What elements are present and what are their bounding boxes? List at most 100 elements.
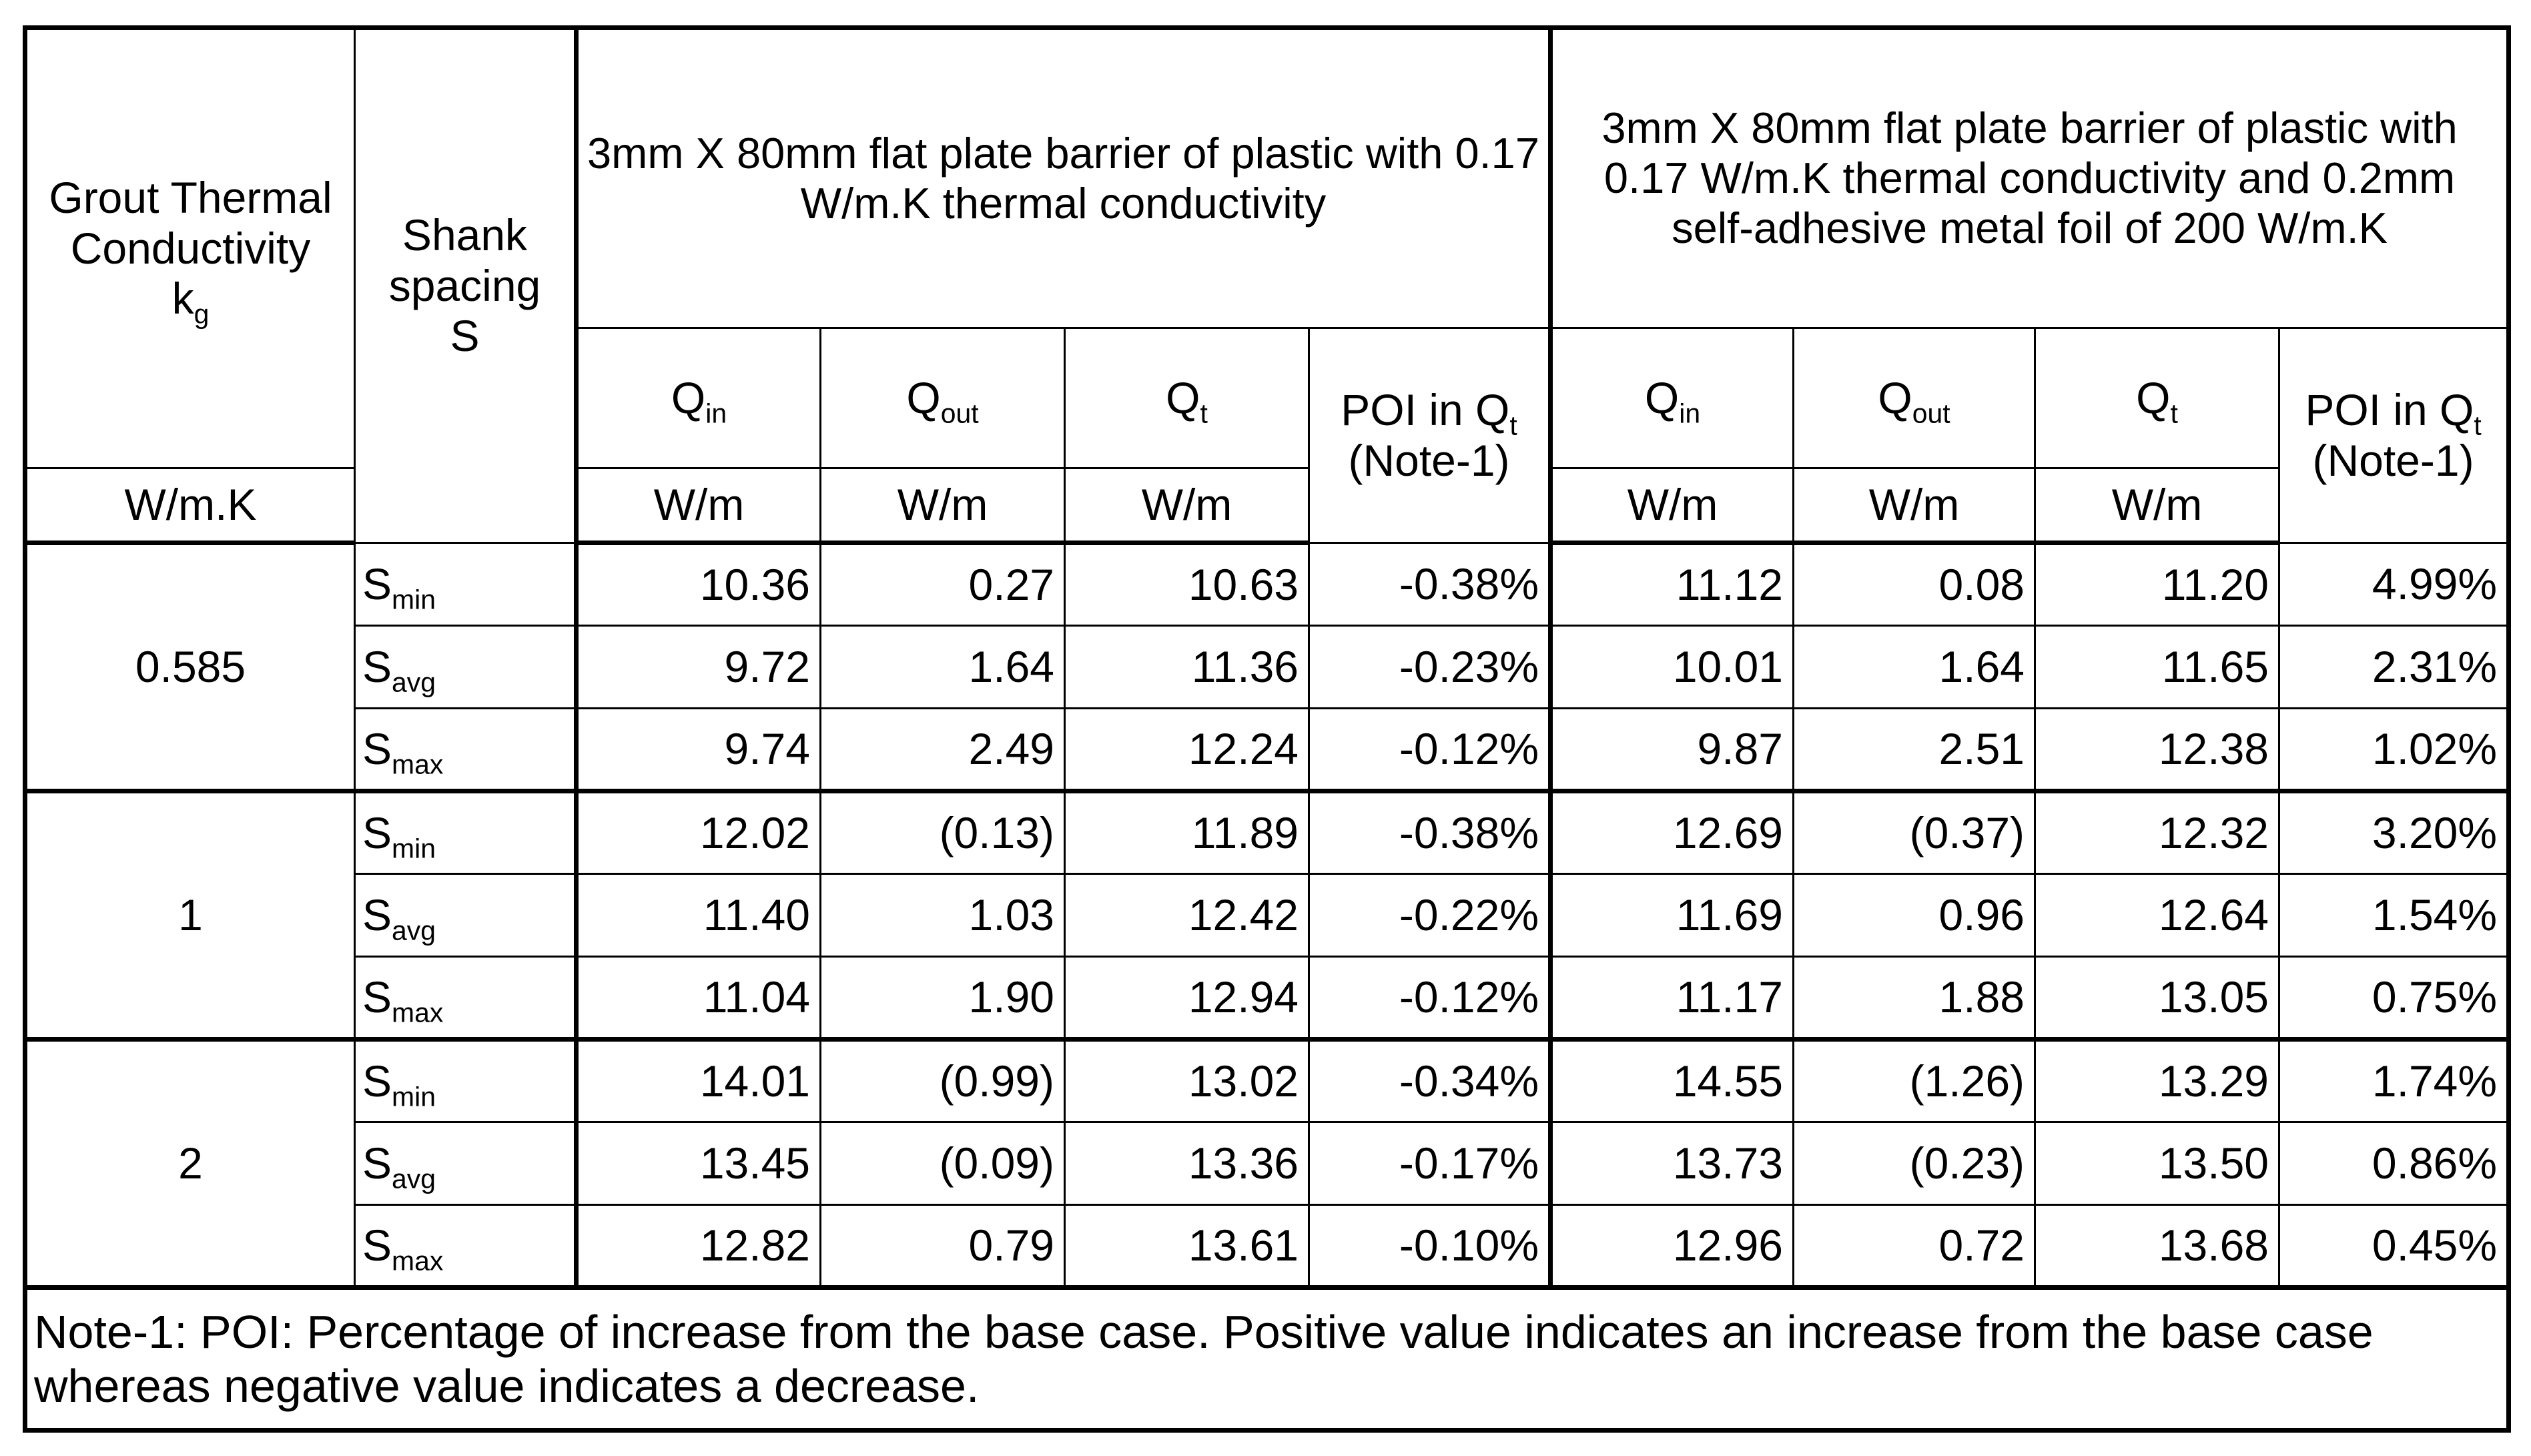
unit-wm-g2: W/m [1548,467,1795,545]
shank-base: S [362,1056,392,1106]
data-cell: 0.08 [1792,542,2037,627]
data-cell: 9.72 [574,625,821,709]
data-cell: -0.12% [1307,707,1552,792]
data-cell: 11.04 [574,956,821,1040]
table-row: 0.585 Smin 10.36 0.27 10.63 -0.38% 11.12 0.08 11… [24,542,2510,792]
kg-symbol: kg [171,274,210,328]
q-base: Q [1644,372,1680,422]
q-sub-in: in [705,397,727,428]
shank-cell: Smax [354,1204,577,1289]
data-cell: 11.69 [1548,873,1795,958]
q-base: Q [671,372,706,422]
unit-wm-g1: W/m [574,467,821,545]
shank-symbol: S [450,311,480,361]
data-cell: 10.36 [574,542,821,627]
kg-value: 0.585 [24,542,356,792]
table-row: Smax 9.74 2.49 12.24 -0.12% 9.87 2.51 12.38 1.02… [25,707,2510,792]
poi-note: (Note-1) [1348,435,1510,485]
shank-base: S [362,1138,392,1188]
shank-cell: Smax [354,956,577,1040]
q-sub-t: t [2170,397,2178,428]
poi-header-g1: POI in Qt (Note-1) [1307,327,1552,544]
data-cell: (0.37) [1792,789,2037,875]
unit-wm-g1: W/m [819,467,1066,545]
poi-header-g2: POI in Qt (Note-1) [2278,327,2510,544]
group2-title: 3mm X 80mm flat plate barrier of plastic… [1548,27,2510,329]
data-cell: -0.22% [1307,873,1552,958]
poi-label: POI in Q [1341,384,1510,434]
table-row: 1 Smin 12.02 (0.13) 11.89 -0.38% 12.69 (0.37) 12… [24,789,2510,1040]
data-cell: 11.17 [1548,956,1795,1040]
shank-base: S [362,972,392,1022]
data-cell: 1.74% [2278,1037,2510,1123]
data-cell: (0.09) [819,1121,1066,1206]
data-cell: 1.02% [2278,707,2510,792]
q-sub-in: in [1679,397,1701,428]
data-cell: -0.38% [1307,789,1552,875]
q-base: Q [1166,372,1200,422]
data-cell: 0.72 [1792,1204,2037,1289]
data-cell: 13.68 [2034,1204,2281,1289]
shank-sub: avg [392,1162,436,1194]
data-cell: 12.82 [574,1204,821,1289]
q-out-header-g2: Qout [1792,327,2037,469]
q-base: Q [906,372,941,422]
data-cell: 11.12 [1548,542,1795,627]
q-base: Q [1878,372,1912,422]
poi-sub-t: t [2474,409,2482,440]
shank-sub: avg [392,914,436,946]
kg-sub: g [194,298,210,330]
data-cell: 12.42 [1064,873,1310,958]
data-cell: 1.88 [1792,956,2037,1040]
data-cell: 11.65 [2034,625,2281,709]
data-cell: 13.02 [1064,1037,1310,1123]
data-cell: 13.61 [1064,1204,1310,1289]
table-row: Savg 9.72 1.64 11.36 -0.23% 10.01 1.64 11.65 2.3… [25,625,2510,709]
data-cell: -0.38% [1307,542,1552,627]
unit-wm-g1: W/m [1064,467,1310,545]
footnote: Note-1: POI: Percentage of increase from… [23,1285,2510,1431]
poi-sub-t: t [1509,409,1517,440]
kg-value: 1 [24,789,356,1040]
table-row: Smax 11.04 1.90 12.94 -0.12% 11.17 1.88 13.05 0.… [25,956,2510,1040]
shank-sub: max [392,996,444,1028]
data-cell: 1.90 [819,956,1066,1040]
data-cell: 3.20% [2278,789,2510,875]
shank-base: S [362,559,392,609]
data-cell: 0.27 [819,542,1066,627]
data-cell: 11.89 [1064,789,1310,875]
shank-cell: Savg [354,1121,577,1206]
data-cell: 0.86% [2278,1121,2510,1206]
data-cell: 13.05 [2034,956,2281,1040]
data-cell: (0.99) [819,1037,1066,1123]
data-cell: 12.24 [1064,707,1310,792]
data-cell: 12.96 [1548,1204,1795,1289]
shank-cell: Savg [354,625,577,709]
shank-cell: Smin [354,542,577,627]
data-cell: 11.36 [1064,625,1310,709]
shank-label: Shank spacing [388,210,541,310]
data-cell: 11.20 [2034,542,2281,627]
data-cell: -0.12% [1307,956,1552,1040]
data-cell: 0.79 [819,1204,1066,1289]
data-cell: 9.87 [1548,707,1795,792]
shank-base: S [362,1220,392,1270]
data-cell: 10.01 [1548,625,1795,709]
table-row: 2 Smin 14.01 (0.99) 13.02 -0.34% 14.55 (1.26) 13… [24,1037,2510,1289]
data-cell: 2.51 [1792,707,2037,792]
data-cell: 12.02 [574,789,821,875]
data-cell: 12.94 [1064,956,1310,1040]
data-cell: 13.36 [1064,1121,1310,1206]
data-cell: 12.32 [2034,789,2281,875]
shank-header: Shank spacing S [354,27,577,544]
data-cell: 1.64 [1792,625,2037,709]
q-sub-t: t [1200,397,1208,428]
shank-cell: Smin [354,789,577,875]
kg-base: k [171,274,194,324]
shank-sub: min [392,832,436,863]
data-cell: 13.45 [574,1121,821,1206]
q-sub-out: out [1912,397,1950,428]
shank-sub: avg [392,666,436,697]
data-cell: 2.49 [819,707,1066,792]
data-cell: 13.73 [1548,1121,1795,1206]
